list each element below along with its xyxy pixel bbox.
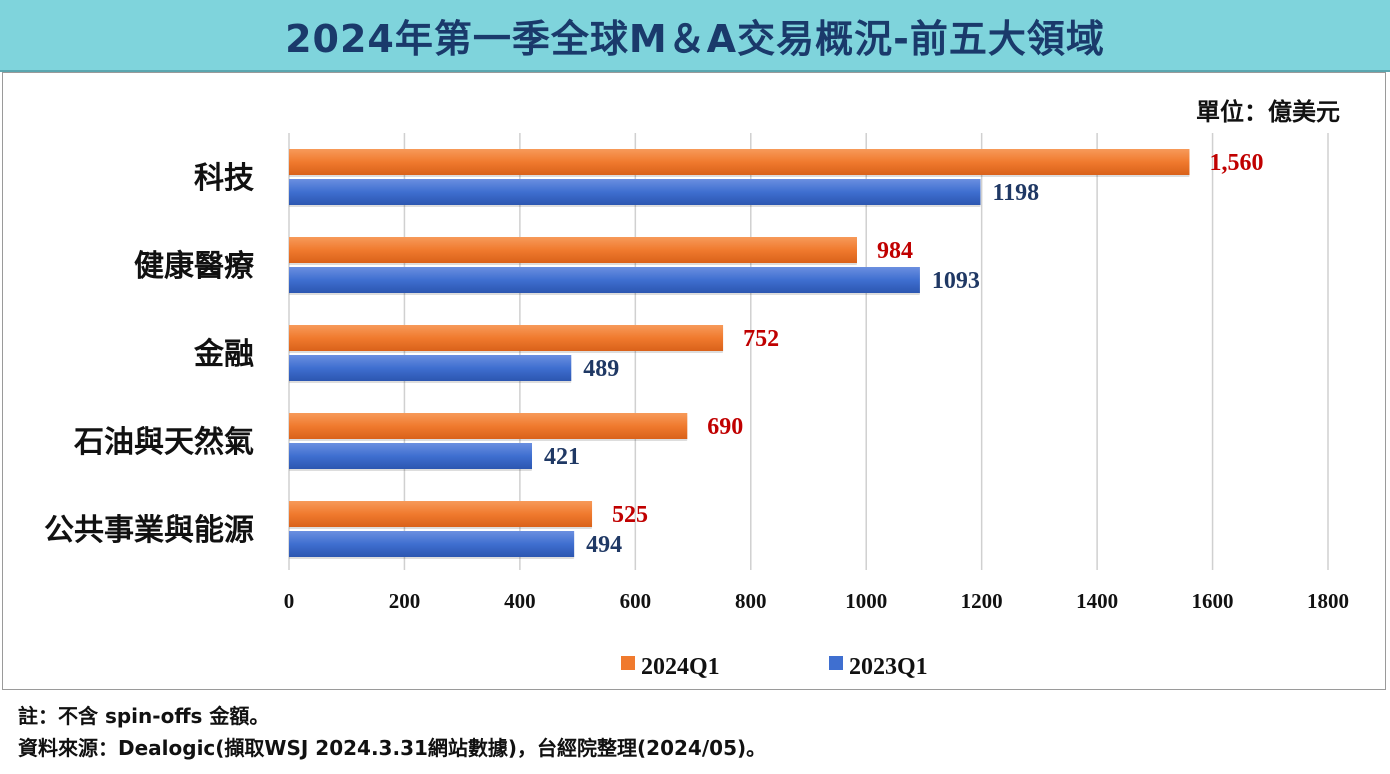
x-tick-label: 0 (284, 589, 295, 613)
data-label: 752 (743, 326, 779, 352)
bar-2024Q1 (289, 325, 724, 351)
data-label: 984 (877, 238, 913, 264)
category-label: 科技 (194, 161, 254, 196)
legend-swatch (829, 656, 843, 670)
data-label: 494 (586, 532, 622, 558)
category-label: 石油與天然氣 (73, 425, 254, 460)
x-tick-label: 1800 (1307, 589, 1349, 613)
note-text: 註：不含 spin-offs 金額。 (18, 704, 270, 728)
x-tick-label: 1000 (845, 589, 887, 613)
x-tick-label: 400 (504, 589, 536, 613)
bar-2024Q1 (289, 237, 857, 263)
x-tick-label: 200 (389, 589, 421, 613)
bar-2023Q1 (289, 443, 533, 469)
category-label: 金融 (193, 337, 254, 372)
data-label: 690 (707, 414, 743, 440)
data-label: 1093 (932, 268, 980, 294)
footnotes: 註：不含 spin-offs 金額。 資料來源：Dealogic(擷取WSJ 2… (18, 700, 766, 764)
legend-label: 2023Q1 (849, 654, 928, 680)
data-label: 489 (583, 356, 619, 382)
title-bar: 2024年第一季全球M＆A交易概況-前五大領域 (0, 0, 1390, 72)
unit-label: 單位：億美元 (1196, 98, 1340, 126)
category-label: 公共事業與能源 (44, 513, 254, 548)
bar-2024Q1 (289, 149, 1190, 175)
x-tick-label: 1600 (1192, 589, 1234, 613)
bar-2023Q1 (289, 267, 920, 293)
bar-2023Q1 (289, 179, 981, 205)
legend-swatch (621, 656, 635, 670)
data-label: 525 (612, 502, 648, 528)
x-tick-label: 800 (735, 589, 767, 613)
chart-title: 2024年第一季全球M＆A交易概況-前五大領域 (285, 16, 1105, 61)
x-tick-label: 1400 (1076, 589, 1118, 613)
data-label: 1198 (993, 180, 1040, 206)
bar-2023Q1 (289, 531, 575, 557)
bar-2024Q1 (289, 501, 593, 527)
data-label: 421 (544, 444, 580, 470)
x-tick-label: 1200 (961, 589, 1003, 613)
source-text: 資料來源：Dealogic(擷取WSJ 2024.3.31網站數據)，台經院整理… (18, 736, 767, 760)
category-label: 健康醫療 (134, 249, 254, 284)
data-label: 1,560 (1209, 150, 1263, 176)
bar-2023Q1 (289, 355, 572, 381)
x-tick-label: 600 (620, 589, 652, 613)
legend-label: 2024Q1 (641, 654, 720, 680)
bar-2024Q1 (289, 413, 688, 439)
